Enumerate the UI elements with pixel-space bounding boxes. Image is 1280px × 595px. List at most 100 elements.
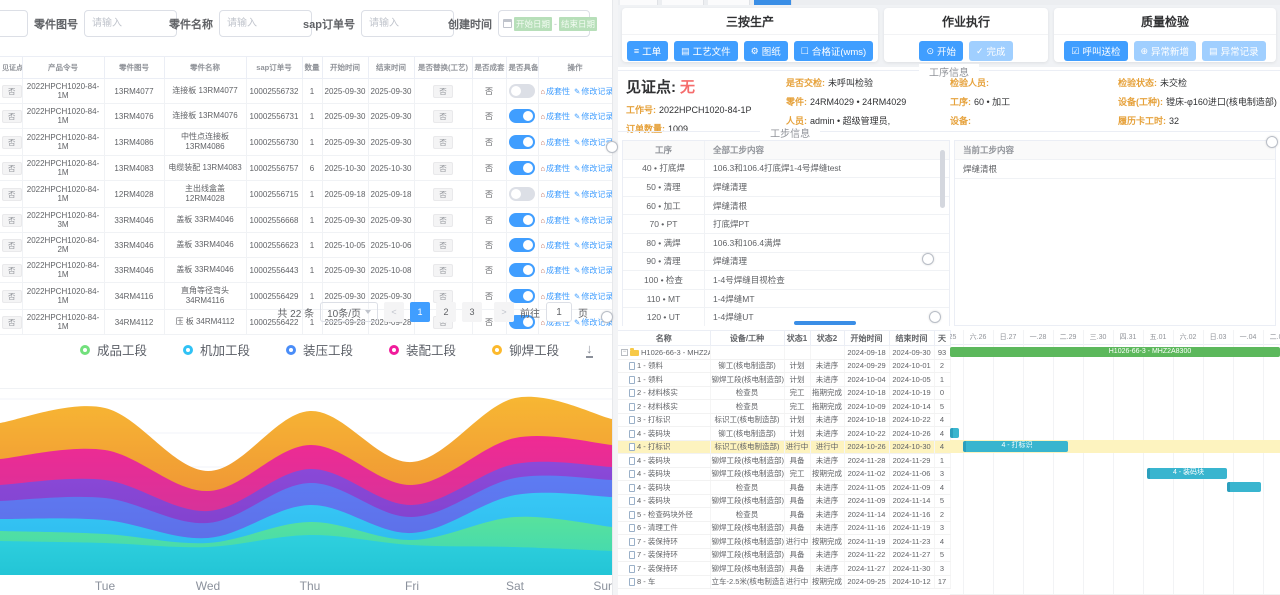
完成-button[interactable]: ✓ 完成 [969, 41, 1013, 61]
table-row[interactable]: 否 2022HPCH1020-84-3M 33RM4046 盖板 33RM4046 10… [0, 207, 612, 233]
gantt-task-row[interactable]: 1 - 领料 铆工(核电制造部) 计划 未进序 2024-09-29 2024-10-01… [618, 359, 951, 373]
set-integrity-link[interactable]: 成套性 [546, 240, 571, 250]
set-integrity-link[interactable]: 成套性 [546, 137, 571, 147]
gantt-task-row[interactable]: 4 - 打标识 标识工(核电制造部) 进行中 进行中 2024-10-26 2024-10… [618, 440, 951, 454]
table-row[interactable]: 否 2022HPCH1020-84-1M 13RM4076 连接板 13RM4076 1… [0, 103, 612, 129]
legend-item[interactable]: 装配工段 [389, 340, 456, 359]
gantt-task-bar[interactable]: 4 - 打标识 [963, 441, 1068, 452]
page-button[interactable]: 2 [436, 302, 456, 322]
gantt-task-row[interactable]: 3 - 打标识 标识工(核电制造部) 计划 未进序 2024-10-18 2024-10-… [618, 413, 951, 427]
splitter-handle[interactable] [929, 311, 941, 323]
gantt-task-row[interactable]: 8 - 车 立车-2.5米(核电制造部) 进行中 按期完成 2024-09-25 2024… [618, 575, 951, 589]
table-row[interactable]: 否 2022HPCH1020-84-1M 13RM4077 连接板 13RM4077 1… [0, 78, 612, 104]
set-integrity-link[interactable]: 成套性 [546, 189, 571, 199]
modify-record-link[interactable]: 修改记录 [581, 86, 612, 96]
vertical-scrollbar[interactable] [940, 150, 945, 208]
process-row[interactable]: 120 • UT 1-4焊缝UT [623, 308, 949, 326]
modify-record-link[interactable]: 修改记录 [581, 317, 612, 327]
set-integrity-link[interactable]: 成套性 [546, 163, 571, 173]
set-integrity-link[interactable]: 成套性 [546, 317, 571, 327]
gantt-task-bar[interactable] [950, 427, 959, 438]
next-page-button[interactable]: > [494, 302, 514, 322]
table-row[interactable]: 否 2022HPCH1020-84-1M 34RM4112 压 板 34RM4112 1… [0, 309, 612, 335]
gantt-task-row[interactable]: 4 - 装码块 铆焊工段(核电制造部) 具备 未进序 2024-11-28 2024-11… [618, 453, 951, 468]
process-row[interactable]: 50 • 清理 焊缝清理 [623, 178, 949, 197]
process-row[interactable]: 110 • MT 1-4焊缝MT [623, 289, 949, 309]
process-row[interactable]: 100 • 检查 1-4号焊缝目视检查 [623, 271, 949, 290]
process-row[interactable]: 70 • PT 打底焊PT [623, 215, 949, 234]
process-row[interactable]: 60 • 加工 焊缝清根 [623, 196, 949, 216]
page-button[interactable]: 1 [410, 302, 430, 322]
splitter-handle[interactable] [1266, 136, 1278, 148]
process-row[interactable]: 80 • 满焊 106.3和106.4满焊 [623, 233, 949, 253]
legend-item[interactable]: 机加工段 [183, 340, 250, 359]
异常记录-button[interactable]: ▤ 异常记录 [1202, 41, 1266, 61]
part-name-input[interactable] [219, 10, 312, 37]
gantt-task-row[interactable]: 4 - 装码块 检查员 具备 未进序 2024-11-05 2024-11-09 4 [618, 480, 951, 495]
gantt-task-row[interactable]: 2 - 材料核实 检查员 完工 拖期完成 2024-10-18 2024-10-19 0 [618, 386, 951, 400]
page-size-select[interactable]: 10条/页 [320, 302, 378, 322]
modify-record-link[interactable]: 修改记录 [581, 163, 612, 173]
gantt-task-row[interactable]: 4 - 装码块 铆焊工段(核电制造部) 完工 按期完成 2024-11-02 2024-1… [618, 467, 951, 481]
modify-record-link[interactable]: 修改记录 [581, 265, 612, 275]
ready-toggle[interactable] [509, 315, 535, 329]
图纸-button[interactable]: ⚙ 图纸 [743, 41, 788, 61]
set-integrity-link[interactable]: 成套性 [546, 215, 571, 225]
splitter-handle[interactable] [601, 311, 613, 323]
gantt-task-row[interactable]: 1 - 领料 铆焊工段(核电制造部) 计划 未进序 2024-10-04 2024-10-… [618, 372, 951, 387]
gantt-task-row[interactable]: − H1026-66-3 - MHZ2A8300 2024-09-182024-09… [618, 345, 951, 360]
gantt-task-row[interactable]: 7 - 装保持环 铆焊工段(核电制造部) 进行中 按期完成 2024-11-19 2024… [618, 534, 951, 549]
table-row[interactable]: 否 2022HPCH1020-84-1M 33RM4046 盖板 33RM4046 10… [0, 257, 612, 283]
gantt-task-row[interactable]: 2 - 材料核实 检查员 完工 拖期完成 2024-10-09 2024-10-14 5 [618, 399, 951, 414]
page-button[interactable]: 3 [462, 302, 482, 322]
ready-toggle[interactable] [509, 135, 535, 149]
table-row[interactable]: 否 2022HPCH1020-84-1M 34RM4116 直角等径弯头 34RM41… [0, 282, 612, 310]
tab[interactable] [620, 0, 658, 5]
modify-record-link[interactable]: 修改记录 [581, 137, 612, 147]
modify-record-link[interactable]: 修改记录 [581, 111, 612, 121]
legend-item[interactable]: 成品工段 [80, 340, 147, 359]
prev-page-button[interactable]: < [384, 302, 404, 322]
collapse-icon[interactable]: − [621, 349, 628, 357]
process-row[interactable]: 90 • 清理 焊缝清理 [623, 252, 949, 272]
table-row[interactable]: 否 2022HPCH1020-84-2M 33RM4046 盖板 33RM4046 10… [0, 232, 612, 258]
gantt-task-row[interactable]: 4 - 装码块 铆工(核电制造部) 计划 未进序 2024-10-22 2024-10-2… [618, 426, 951, 441]
horizontal-scrollbar[interactable] [794, 321, 856, 325]
goto-page-input[interactable] [546, 302, 572, 322]
tab[interactable] [708, 0, 750, 5]
clipped-filter-input[interactable] [0, 10, 28, 37]
gantt-task-row[interactable]: 4 - 装码块 铆焊工段(核电制造部) 具备 未进序 2024-11-09 2024-11… [618, 494, 951, 508]
sap-order-input[interactable] [360, 10, 454, 37]
part-drawing-input[interactable] [84, 10, 177, 37]
splitter-handle[interactable] [922, 253, 934, 265]
legend-item[interactable]: 装压工段 [286, 340, 353, 359]
工艺文件-button[interactable]: ▤ 工艺文件 [674, 41, 738, 61]
gantt-task-bar[interactable]: 4 - 装码块 [1147, 468, 1227, 479]
set-integrity-link[interactable]: 成套性 [546, 111, 571, 121]
modify-record-link[interactable]: 修改记录 [581, 189, 612, 199]
modify-record-link[interactable]: 修改记录 [581, 291, 612, 301]
panel-splitter[interactable] [612, 0, 618, 595]
ready-toggle[interactable] [509, 213, 535, 227]
ready-toggle[interactable] [509, 289, 535, 303]
gantt-group-bar[interactable]: H1026-66-3 - MHZ2A8300 [950, 346, 1280, 357]
modify-record-link[interactable]: 修改记录 [581, 215, 612, 225]
ready-toggle[interactable] [509, 187, 535, 201]
gantt-task-row[interactable]: 6 - 清理工件 铆焊工段(核电制造部) 具备 未进序 2024-11-16 2024-1… [618, 521, 951, 535]
gantt-task-row[interactable]: 7 - 装保持环 铆焊工段(核电制造部) 具备 未进序 2024-11-22 2024-1… [618, 548, 951, 562]
开始-button[interactable]: ⊙ 开始 [919, 41, 963, 61]
legend-item[interactable]: 铆焊工段 [492, 340, 559, 359]
异常新增-button[interactable]: ⊕ 异常新增 [1133, 41, 1197, 61]
set-integrity-link[interactable]: 成套性 [546, 291, 571, 301]
gantt-task-row[interactable]: 5 - 检查码块外径 检查员 具备 未进序 2024-11-14 2024-11-16 2 [618, 507, 951, 522]
tab[interactable] [662, 0, 704, 5]
ready-toggle[interactable] [509, 263, 535, 277]
table-row[interactable]: 否 2022HPCH1020-84-1M 13RM4083 电缆装配 13RM4083… [0, 155, 612, 181]
呼叫送检-button[interactable]: ☑ 呼叫送检 [1064, 41, 1128, 61]
工单-button[interactable]: ≡ 工单 [626, 41, 669, 61]
gantt-task-row[interactable]: 7 - 装保持环 铆焊工段(核电制造部) 具备 未进序 2024-11-27 2024-1… [618, 561, 951, 576]
tab-active[interactable] [754, 0, 792, 5]
ready-toggle[interactable] [509, 238, 535, 252]
gantt-task-bar[interactable] [1227, 481, 1261, 492]
ready-toggle[interactable] [509, 161, 535, 175]
